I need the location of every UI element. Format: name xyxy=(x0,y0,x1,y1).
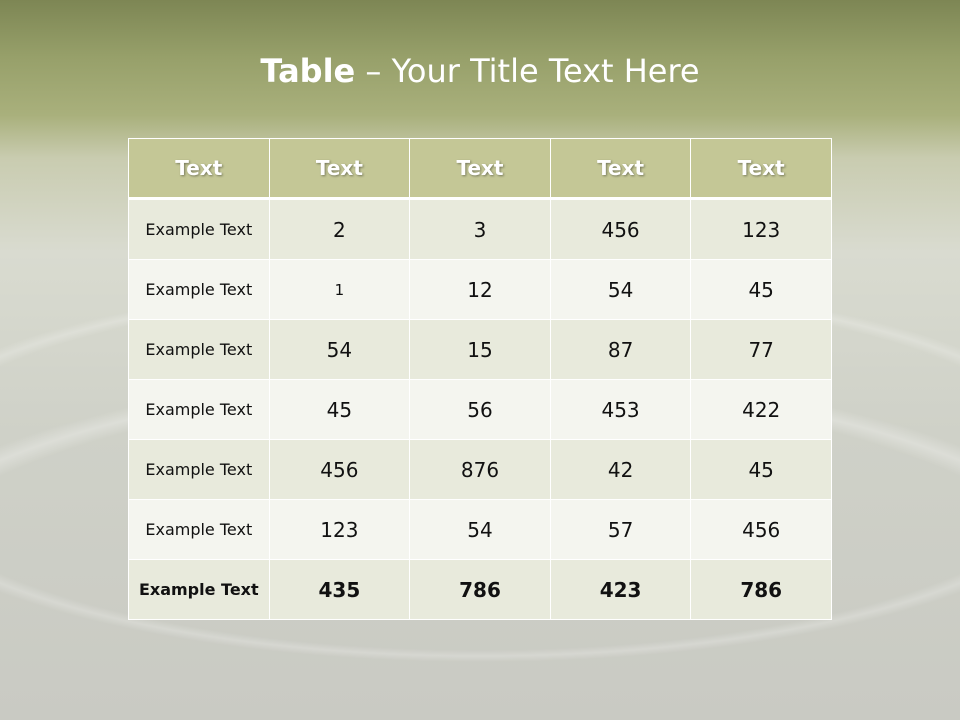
table-cell: 423 xyxy=(549,559,692,620)
column-header: Text xyxy=(268,138,411,200)
row-label: Example Text xyxy=(128,379,270,440)
table-cell: 87 xyxy=(549,319,692,380)
data-table: Text Text Text Text Text Example Text 2 3 456 12… xyxy=(128,138,832,620)
table-cell: 54 xyxy=(409,499,551,560)
table-cell: 77 xyxy=(690,319,832,380)
table-cell: 786 xyxy=(409,559,551,620)
table-cell: 3 xyxy=(409,198,551,260)
title-bold: Table xyxy=(260,52,356,90)
table-row: Example Text 123 54 57 456 xyxy=(128,499,832,560)
table-row: Example Text 1 12 54 45 xyxy=(128,259,832,320)
table-row: Example Text 456 876 42 45 xyxy=(128,439,832,500)
table-cell: 45 xyxy=(690,259,832,320)
table-cell: 15 xyxy=(409,319,551,380)
table-row: Example Text 435 786 423 786 xyxy=(128,559,832,620)
table-cell: 1 xyxy=(268,259,411,320)
table-cell: 12 xyxy=(409,259,551,320)
table-cell: 42 xyxy=(549,439,692,500)
row-label: Example Text xyxy=(128,198,270,260)
row-label: Example Text xyxy=(128,319,270,380)
table-cell: 45 xyxy=(268,379,411,440)
column-header: Text xyxy=(549,138,692,200)
row-label: Example Text xyxy=(128,259,270,320)
table-row: Example Text 45 56 453 422 xyxy=(128,379,832,440)
table-cell: 54 xyxy=(549,259,692,320)
title-rest: – Your Title Text Here xyxy=(355,52,700,90)
table-cell: 56 xyxy=(409,379,551,440)
table-cell: 123 xyxy=(268,499,411,560)
table-cell: 45 xyxy=(690,439,832,500)
table-cell: 2 xyxy=(268,198,411,260)
table-cell: 456 xyxy=(690,499,832,560)
table-cell: 456 xyxy=(268,439,411,500)
column-header: Text xyxy=(128,138,270,200)
table-cell: 435 xyxy=(268,559,411,620)
table-cell: 422 xyxy=(690,379,832,440)
table-row: Example Text 2 3 456 123 xyxy=(128,198,832,260)
column-header: Text xyxy=(690,138,832,200)
table-cell: 123 xyxy=(690,198,832,260)
header-row: Text Text Text Text Text xyxy=(128,138,832,200)
table-cell: 453 xyxy=(549,379,692,440)
row-label: Example Text xyxy=(128,439,270,500)
table-cell: 786 xyxy=(690,559,832,620)
table-cell: 54 xyxy=(268,319,411,380)
row-label: Example Text xyxy=(128,499,270,560)
table-cell: 876 xyxy=(409,439,551,500)
table-cell: 456 xyxy=(549,198,692,260)
table-cell: 57 xyxy=(549,499,692,560)
row-label: Example Text xyxy=(128,559,270,620)
slide-title: Table – Your Title Text Here xyxy=(0,52,960,90)
table-row: Example Text 54 15 87 77 xyxy=(128,319,832,380)
column-header: Text xyxy=(409,138,551,200)
